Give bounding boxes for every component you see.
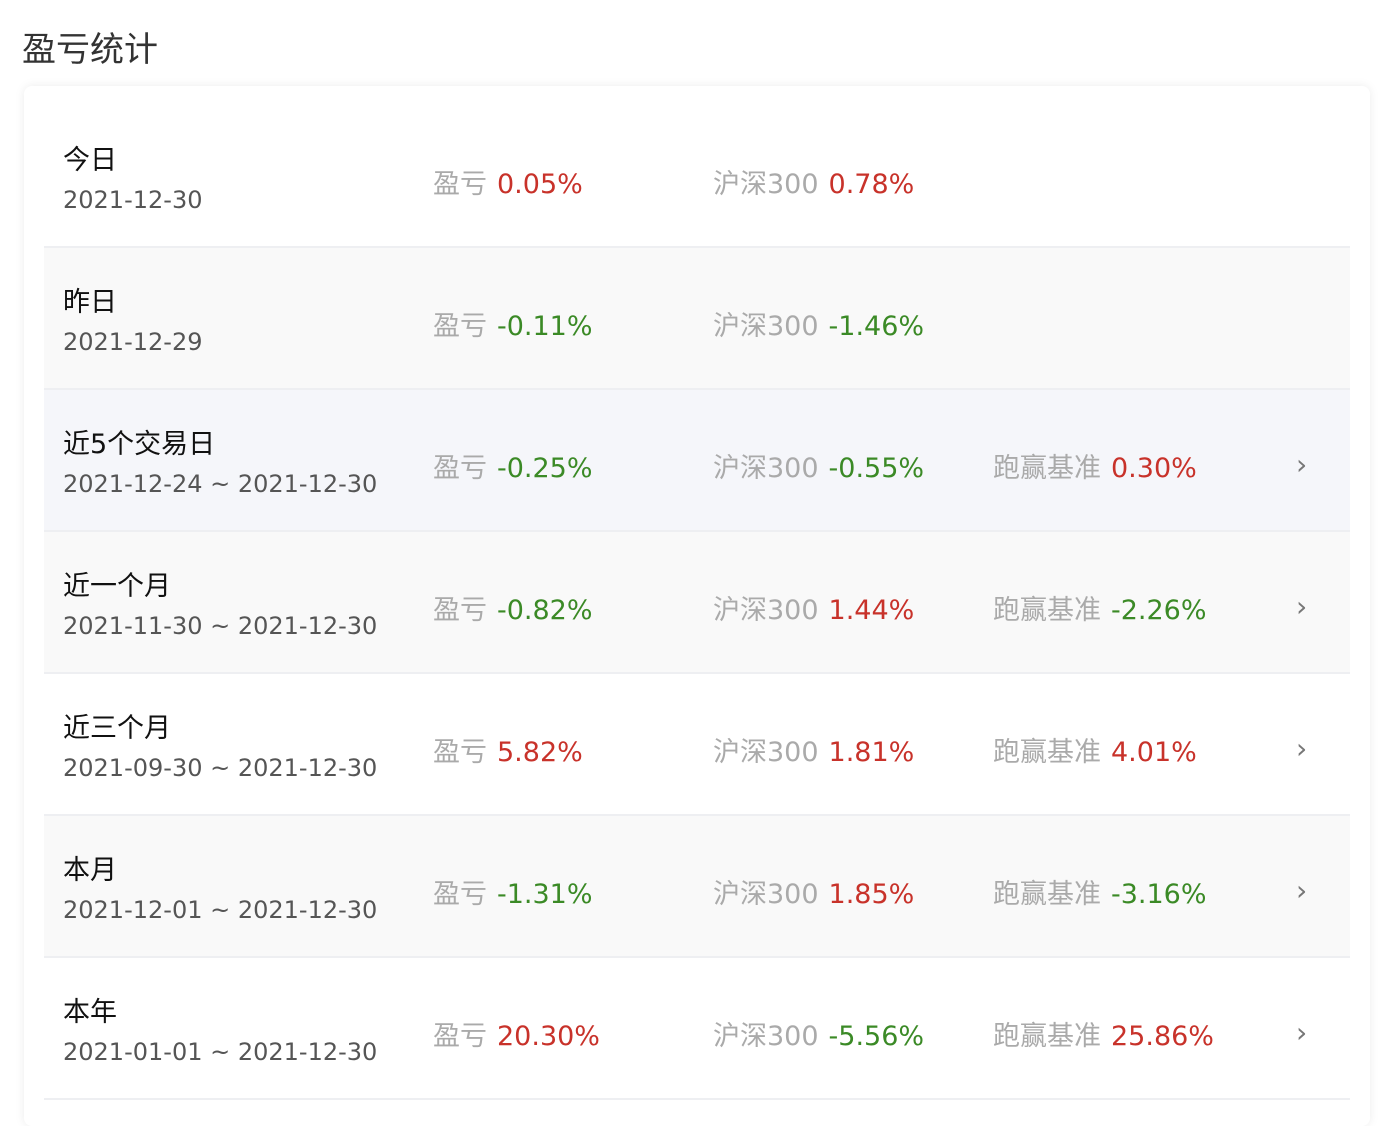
period-label: 昨日	[63, 287, 117, 318]
benchmark-stat: 沪深300 -0.55%	[713, 446, 924, 485]
pnl-value: 5.82%	[497, 737, 583, 768]
period-dates: 2021-12-01 ~ 2021-12-30	[63, 896, 378, 924]
period-dates: 2021-01-01 ~ 2021-12-30	[63, 1038, 378, 1066]
pnl-value: -1.31%	[497, 879, 593, 910]
stats-row[interactable]: 近一个月 2021-11-30 ~ 2021-12-30 盈亏 -0.82% 沪深30…	[44, 532, 1350, 674]
pnl-stat: 盈亏 -0.82%	[433, 588, 593, 627]
pnl-stat: 盈亏 -1.31%	[433, 872, 593, 911]
period-label: 近三个月	[63, 713, 171, 744]
excess-value: -3.16%	[1111, 879, 1207, 910]
pnl-stat: 盈亏 5.82%	[433, 730, 583, 769]
pnl-stat: 盈亏 0.05%	[433, 162, 583, 201]
pnl-stat: 盈亏 20.30%	[433, 1014, 600, 1053]
excess-stat: 跑赢基准 -2.26%	[993, 588, 1207, 627]
period-label: 本月	[63, 855, 117, 886]
excess-value: 25.86%	[1111, 1021, 1214, 1052]
pnl-value: -0.82%	[497, 595, 593, 626]
benchmark-label: 沪深300	[713, 879, 819, 910]
benchmark-stat: 沪深300 1.81%	[713, 730, 914, 769]
period-dates: 2021-12-30	[63, 186, 203, 214]
period-label: 近5个交易日	[63, 429, 216, 460]
benchmark-value: 1.81%	[828, 737, 915, 768]
pnl-stats-list: 今日 2021-12-30 盈亏 0.05% 沪深300 0.78% 昨日 2021-12…	[44, 106, 1350, 1100]
excess-value: -2.26%	[1111, 595, 1207, 626]
period-dates: 2021-12-24 ~ 2021-12-30	[63, 470, 378, 498]
benchmark-stat: 沪深300 1.85%	[713, 872, 914, 911]
pnl-value: -0.11%	[497, 311, 593, 342]
benchmark-value: -5.56%	[828, 1021, 925, 1052]
pnl-value: 0.05%	[497, 169, 583, 200]
benchmark-label: 沪深300	[713, 169, 819, 200]
pnl-label: 盈亏	[433, 595, 487, 626]
stats-row[interactable]: 近三个月 2021-09-30 ~ 2021-12-30 盈亏 5.82% 沪深300…	[44, 674, 1350, 816]
benchmark-label: 沪深300	[713, 1021, 819, 1052]
benchmark-stat: 沪深300 0.78%	[713, 162, 914, 201]
excess-value: 4.01%	[1111, 737, 1197, 768]
benchmark-label: 沪深300	[713, 453, 819, 484]
pnl-label: 盈亏	[433, 1021, 487, 1052]
stats-row[interactable]: 近5个交易日 2021-12-24 ~ 2021-12-30 盈亏 -0.25% 沪深…	[44, 390, 1350, 532]
benchmark-label: 沪深300	[713, 595, 819, 626]
benchmark-value: -1.46%	[828, 311, 925, 342]
pnl-value: -0.25%	[497, 453, 593, 484]
stats-row: 今日 2021-12-30 盈亏 0.05% 沪深300 0.78%	[44, 106, 1350, 248]
period-label: 本年	[63, 997, 117, 1028]
pnl-label: 盈亏	[433, 453, 487, 484]
pnl-label: 盈亏	[433, 737, 487, 768]
pnl-label: 盈亏	[433, 879, 487, 910]
pnl-label: 盈亏	[433, 311, 487, 342]
chevron-right-icon[interactable]: ›	[1296, 732, 1308, 765]
excess-label: 跑赢基准	[993, 879, 1101, 910]
benchmark-label: 沪深300	[713, 311, 819, 342]
pnl-stat: 盈亏 -0.11%	[433, 304, 593, 343]
pnl-stat: 盈亏 -0.25%	[433, 446, 593, 485]
excess-label: 跑赢基准	[993, 737, 1101, 768]
excess-stat: 跑赢基准 25.86%	[993, 1014, 1214, 1053]
pnl-value: 20.30%	[497, 1021, 600, 1052]
excess-label: 跑赢基准	[993, 1021, 1101, 1052]
period-dates: 2021-12-29	[63, 328, 203, 356]
stats-row: 昨日 2021-12-29 盈亏 -0.11% 沪深300 -1.46%	[44, 248, 1350, 390]
benchmark-value: 1.44%	[828, 595, 915, 626]
period-label: 近一个月	[63, 571, 171, 602]
stats-row[interactable]: 本月 2021-12-01 ~ 2021-12-30 盈亏 -1.31% 沪深300 1…	[44, 816, 1350, 958]
benchmark-value: 1.85%	[828, 879, 915, 910]
excess-stat: 跑赢基准 4.01%	[993, 730, 1197, 769]
pnl-stats-card: 今日 2021-12-30 盈亏 0.05% 沪深300 0.78% 昨日 2021-12…	[24, 86, 1370, 1126]
chevron-right-icon[interactable]: ›	[1296, 1016, 1308, 1049]
chevron-right-icon[interactable]: ›	[1296, 874, 1308, 907]
benchmark-stat: 沪深300 -5.56%	[713, 1014, 924, 1053]
excess-stat: 跑赢基准 0.30%	[993, 446, 1197, 485]
page-title: 盈亏统计	[22, 30, 158, 70]
period-dates: 2021-09-30 ~ 2021-12-30	[63, 754, 378, 782]
excess-label: 跑赢基准	[993, 453, 1101, 484]
benchmark-value: 0.78%	[828, 169, 915, 200]
period-label: 今日	[63, 145, 117, 176]
benchmark-value: -0.55%	[828, 453, 925, 484]
chevron-right-icon[interactable]: ›	[1296, 590, 1308, 623]
pnl-label: 盈亏	[433, 169, 487, 200]
benchmark-stat: 沪深300 -1.46%	[713, 304, 924, 343]
benchmark-stat: 沪深300 1.44%	[713, 588, 914, 627]
excess-value: 0.30%	[1111, 453, 1197, 484]
benchmark-label: 沪深300	[713, 737, 819, 768]
period-dates: 2021-11-30 ~ 2021-12-30	[63, 612, 378, 640]
stats-row[interactable]: 本年 2021-01-01 ~ 2021-12-30 盈亏 20.30% 沪深300-…	[44, 958, 1350, 1100]
excess-label: 跑赢基准	[993, 595, 1101, 626]
chevron-right-icon[interactable]: ›	[1296, 448, 1308, 481]
excess-stat: 跑赢基准 -3.16%	[993, 872, 1207, 911]
